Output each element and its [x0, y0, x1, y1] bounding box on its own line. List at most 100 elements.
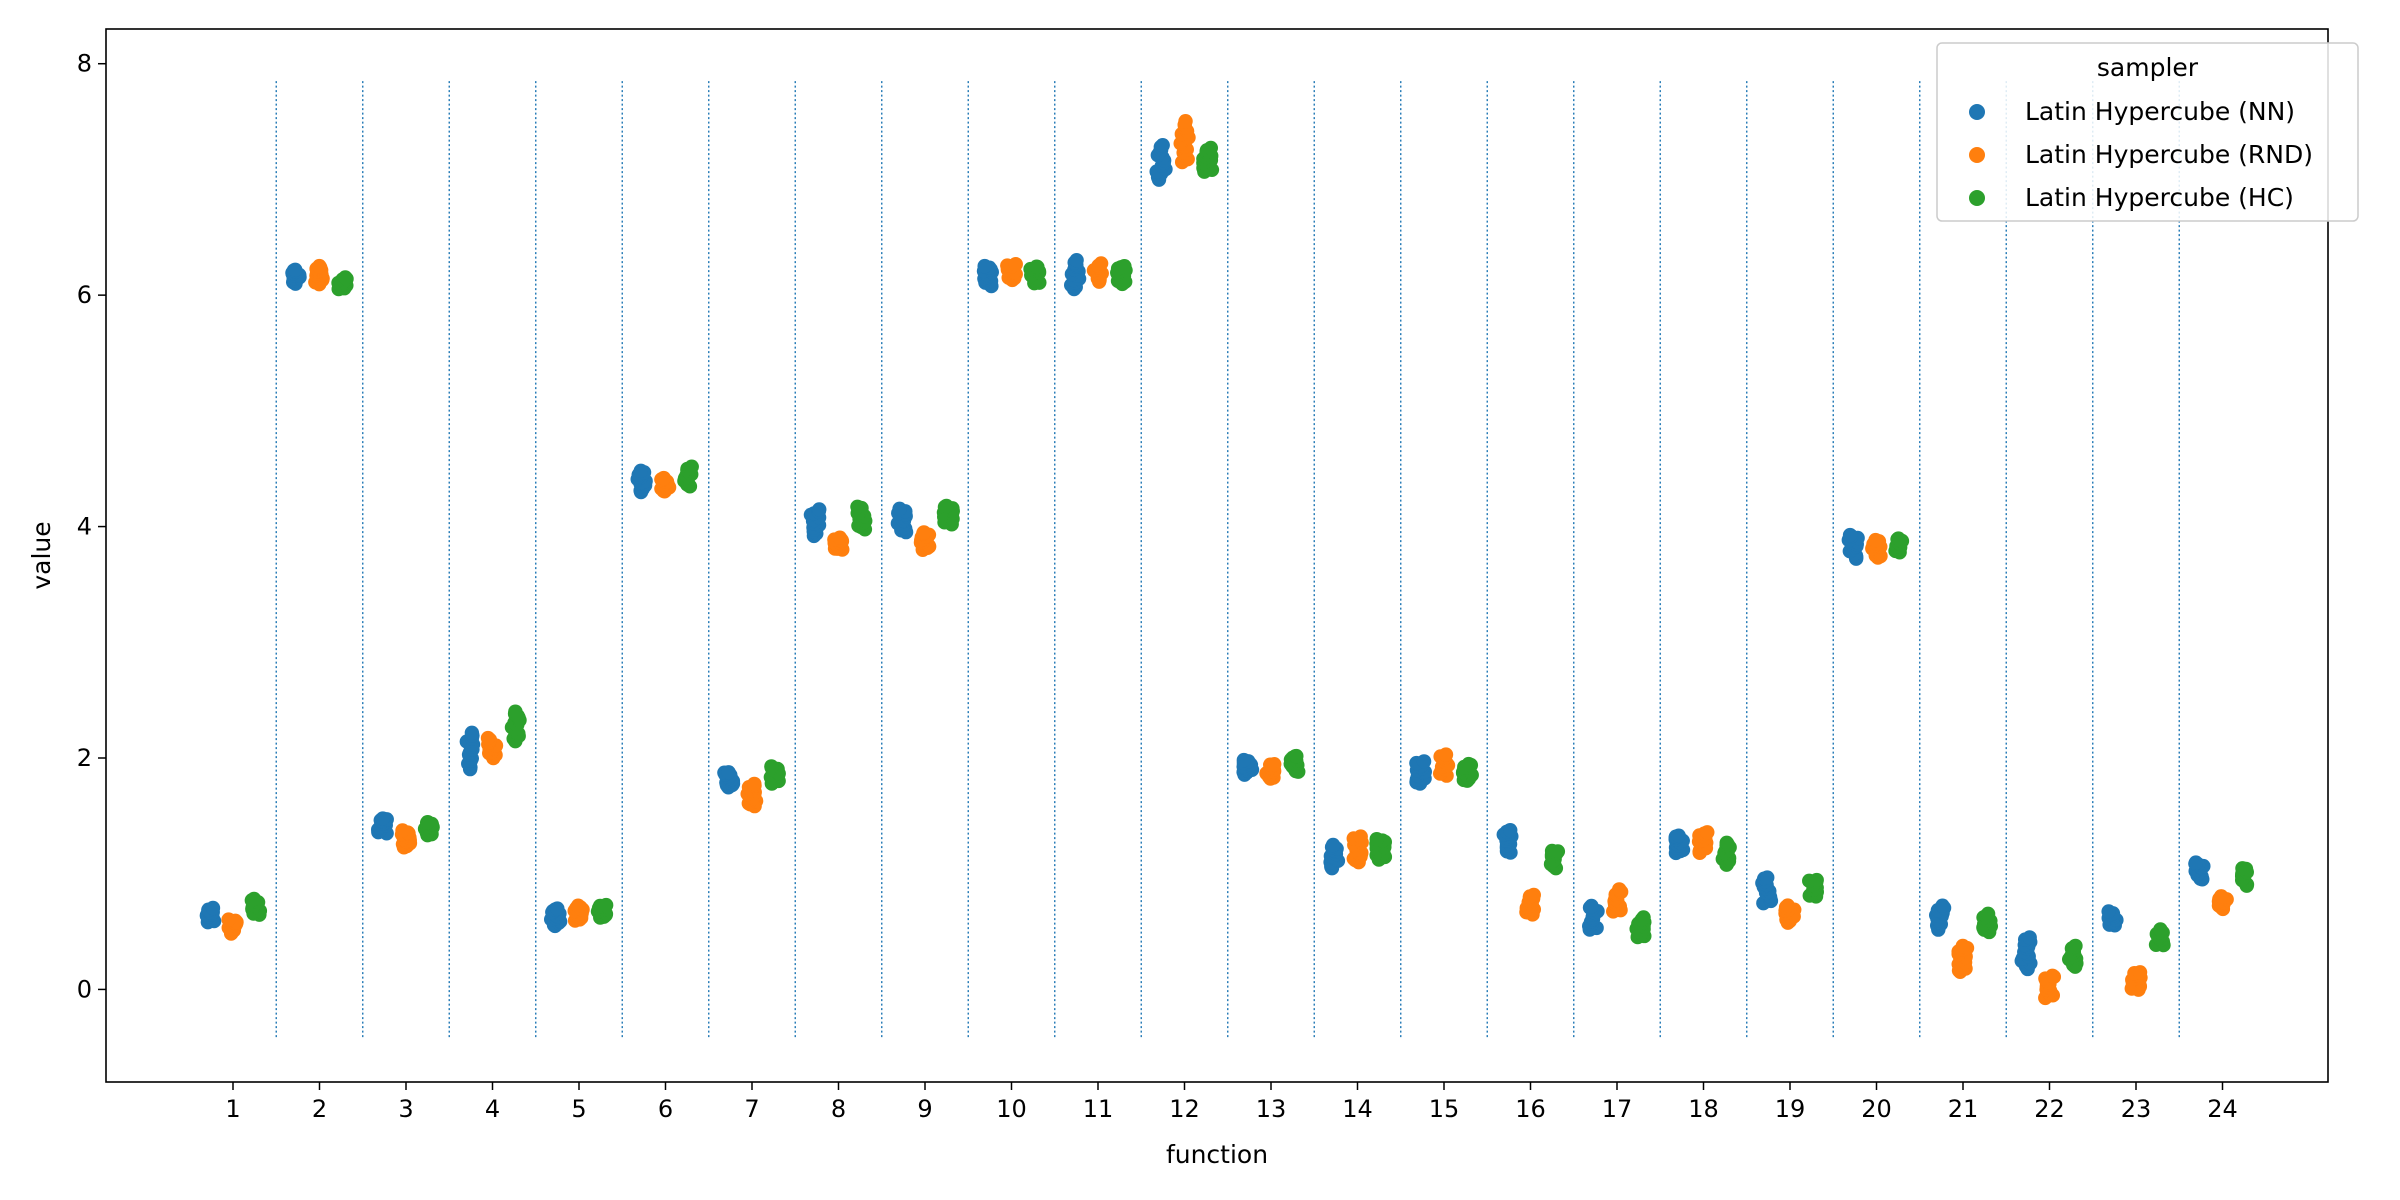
point-latin-hypercube-rnd	[221, 912, 236, 927]
x-tick-label: 10	[996, 1095, 1027, 1123]
point-latin-hypercube-hc	[1891, 531, 1906, 546]
x-axis-label: function	[1166, 1140, 1268, 1169]
point-latin-hypercube-rnd	[1612, 882, 1627, 897]
point-latin-hypercube-nn	[1503, 822, 1518, 838]
point-latin-hypercube-hc	[850, 499, 865, 514]
point-latin-hypercube-hc	[338, 270, 353, 285]
x-tick-label: 19	[1775, 1095, 1806, 1123]
legend-box	[1936, 42, 2359, 222]
point-latin-hypercube-hc	[1369, 831, 1384, 847]
category-separators	[275, 81, 2180, 1039]
point-latin-hypercube-rnd	[2132, 965, 2148, 980]
point-latin-hypercube-nn	[2101, 904, 2116, 919]
point-latin-hypercube-rnd	[1008, 257, 1023, 272]
point-latin-hypercube-hc	[2068, 938, 2083, 954]
y-axis-label: value	[27, 521, 56, 589]
data-points	[199, 113, 2255, 1006]
point-latin-hypercube-nn	[633, 463, 649, 478]
point-latin-hypercube-nn	[1069, 252, 1084, 268]
x-tick-label: 6	[658, 1095, 673, 1123]
x-tick-label: 20	[1861, 1095, 1892, 1123]
point-latin-hypercube-nn	[288, 262, 303, 278]
point-latin-hypercube-nn	[550, 901, 565, 916]
point-latin-hypercube-hc	[1980, 906, 1996, 922]
point-latin-hypercube-nn	[1842, 527, 1858, 543]
legend-marker	[1969, 104, 1985, 120]
point-latin-hypercube-hc	[1719, 835, 1734, 850]
legend-label: Latin Hypercube (NN)	[2025, 97, 2295, 126]
point-latin-hypercube-rnd	[1700, 825, 1715, 840]
legend: sampler Latin Hypercube (NN) Latin Hyperc…	[1936, 42, 2359, 222]
legend-marker	[1969, 147, 1985, 163]
point-latin-hypercube-nn	[892, 501, 907, 517]
x-tick-label: 24	[2207, 1095, 2238, 1123]
point-latin-hypercube-rnd	[480, 730, 496, 746]
point-latin-hypercube-hc	[246, 891, 262, 907]
x-tick-label: 18	[1688, 1095, 1719, 1123]
x-tick-label: 16	[1515, 1095, 1546, 1123]
x-tick-label: 14	[1342, 1095, 1373, 1123]
x-axis-ticks: 1 2 3 4 5 6 7 8 9 10 11 12 13 14 15 16 17 18 19 20 21 22 23 24	[225, 1082, 2238, 1123]
x-tick-label: 11	[1083, 1095, 1114, 1123]
legend-label: Latin Hypercube (HC)	[2025, 183, 2294, 212]
x-tick-label: 17	[1602, 1095, 1633, 1123]
point-latin-hypercube-nn	[977, 258, 992, 274]
point-latin-hypercube-rnd	[656, 470, 671, 486]
point-latin-hypercube-rnd	[312, 258, 327, 274]
point-latin-hypercube-rnd	[1267, 756, 1282, 772]
legend-label: Latin Hypercube (RND)	[2025, 140, 2313, 169]
legend-title: sampler	[2097, 53, 2199, 82]
y-tick-label: 2	[77, 744, 92, 772]
point-latin-hypercube-rnd	[1093, 256, 1109, 271]
point-latin-hypercube-rnd	[2213, 889, 2229, 904]
x-tick-label: 21	[1948, 1095, 1979, 1123]
x-tick-label: 8	[831, 1095, 846, 1123]
point-latin-hypercube-nn	[1325, 837, 1341, 853]
point-latin-hypercube-hc	[1461, 756, 1476, 772]
x-tick-label: 2	[312, 1095, 327, 1123]
point-latin-hypercube-nn	[1671, 828, 1686, 843]
y-tick-label: 0	[77, 975, 92, 1003]
point-latin-hypercube-nn	[1236, 752, 1252, 768]
point-latin-hypercube-hc	[508, 704, 523, 719]
point-latin-hypercube-rnd	[1780, 898, 1795, 913]
point-latin-hypercube-hc	[764, 759, 779, 774]
x-tick-label: 13	[1256, 1095, 1287, 1123]
point-latin-hypercube-rnd	[1868, 532, 1883, 548]
point-latin-hypercube-rnd	[747, 776, 762, 792]
point-latin-hypercube-rnd	[395, 823, 410, 838]
point-latin-hypercube-nn	[1584, 898, 1599, 914]
point-latin-hypercube-hc	[1289, 748, 1304, 764]
point-latin-hypercube-hc	[1029, 259, 1044, 274]
point-latin-hypercube-nn	[1155, 138, 1170, 153]
point-latin-hypercube-hc	[2235, 861, 2250, 876]
x-tick-label: 7	[744, 1095, 759, 1123]
point-latin-hypercube-rnd	[2045, 968, 2060, 984]
point-latin-hypercube-hc	[1809, 872, 1824, 888]
x-tick-label: 4	[485, 1095, 500, 1123]
point-latin-hypercube-rnd	[570, 898, 586, 913]
x-tick-label: 12	[1169, 1095, 1200, 1123]
x-tick-label: 5	[571, 1095, 586, 1123]
y-tick-label: 6	[77, 281, 92, 309]
point-latin-hypercube-nn	[2188, 855, 2204, 870]
point-latin-hypercube-nn	[205, 900, 221, 916]
y-tick-label: 4	[77, 513, 92, 541]
point-latin-hypercube-hc	[684, 459, 699, 474]
point-latin-hypercube-rnd	[832, 530, 848, 545]
x-tick-label: 15	[1429, 1095, 1460, 1123]
legend-marker	[1969, 190, 1985, 206]
y-tick-label: 8	[77, 50, 92, 78]
point-latin-hypercube-hc	[598, 897, 614, 913]
point-latin-hypercube-hc	[1117, 259, 1132, 274]
point-latin-hypercube-nn	[812, 502, 827, 517]
point-latin-hypercube-hc	[2153, 922, 2168, 937]
x-tick-label: 1	[225, 1095, 240, 1123]
point-latin-hypercube-nn	[1760, 870, 1775, 885]
plot-frame	[105, 28, 2329, 1083]
point-latin-hypercube-rnd	[1955, 938, 1971, 954]
x-tick-label: 9	[917, 1095, 932, 1123]
point-latin-hypercube-hc	[1636, 910, 1651, 925]
point-latin-hypercube-rnd	[1526, 887, 1541, 903]
